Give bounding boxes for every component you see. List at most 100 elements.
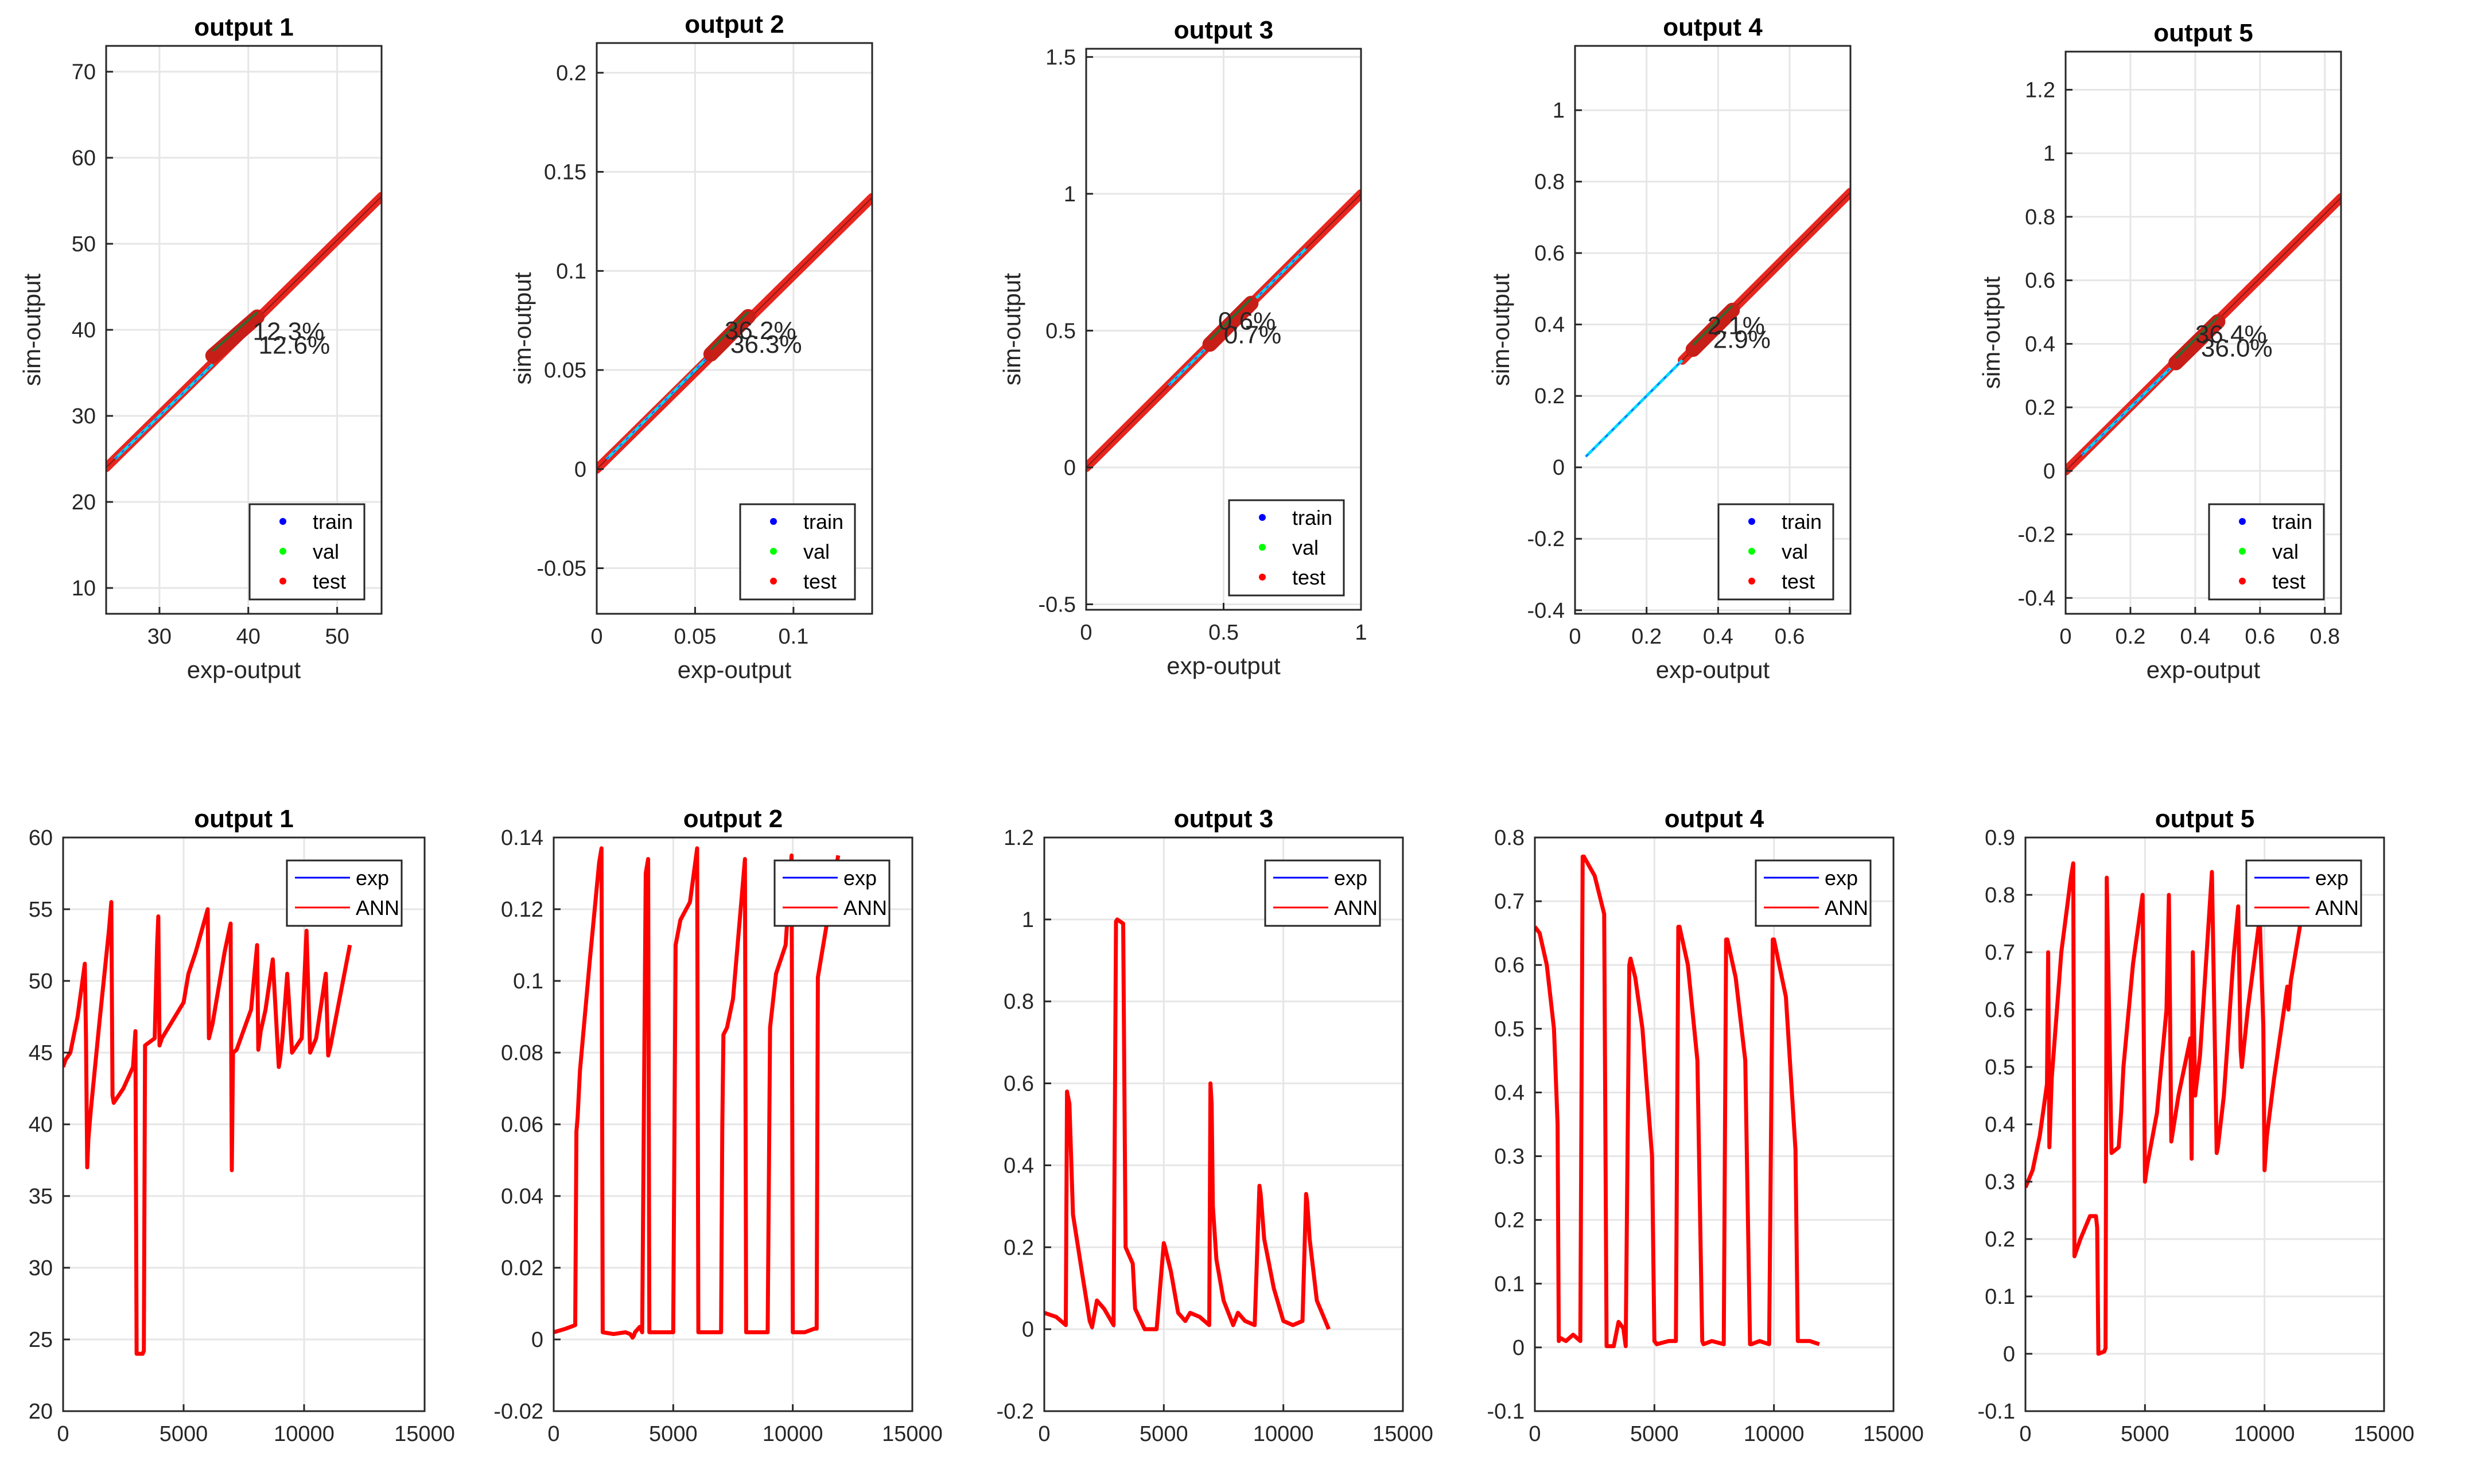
x-tick-label: 15000 bbox=[394, 1422, 455, 1446]
y-axis-label: sim-output bbox=[1487, 274, 1514, 386]
x-tick-label: 15000 bbox=[1372, 1422, 1433, 1446]
y-tick-label: 0.4 bbox=[1004, 1154, 1034, 1178]
chart-title: output 5 bbox=[2155, 805, 2255, 833]
x-tick-label: 10000 bbox=[274, 1422, 335, 1446]
y-tick-label: 0.02 bbox=[501, 1256, 543, 1280]
x-tick-label: 5000 bbox=[649, 1422, 698, 1446]
y-tick-label: 0 bbox=[1553, 456, 1565, 480]
chart-title: output 4 bbox=[1665, 805, 1764, 833]
legend-label: ANN bbox=[1334, 896, 1378, 920]
test-cluster bbox=[1685, 302, 1740, 357]
y-tick-label: 0.6 bbox=[2025, 269, 2055, 293]
legend-box bbox=[1755, 859, 1872, 927]
val-points-line bbox=[2081, 362, 2176, 455]
x-tick-label: 5000 bbox=[1630, 1422, 1679, 1446]
plot-area bbox=[2025, 861, 2312, 1356]
y-tick-label: -0.4 bbox=[2018, 586, 2055, 610]
legend-label: val bbox=[803, 540, 830, 563]
x-tick-label: 1 bbox=[1355, 621, 1367, 645]
y-tick-label: 0 bbox=[1022, 1318, 1034, 1342]
legend: train val test bbox=[248, 503, 365, 601]
error-annotation: 2.9% bbox=[1713, 325, 1771, 353]
plot-area bbox=[2066, 193, 2341, 476]
legend-box bbox=[1264, 859, 1381, 927]
legend-marker-train bbox=[1259, 514, 1266, 521]
chart-10: 0 5000 10000 15000-0.100.10.20.30.40.50.60.… bbox=[1978, 805, 2414, 1446]
x-tick-label: 0 bbox=[2059, 625, 2071, 649]
x-tick-label: 0.2 bbox=[1631, 625, 1662, 649]
train-cluster bbox=[1692, 305, 1733, 346]
chart-title: output 3 bbox=[1174, 805, 1274, 833]
y-tick-label: 0 bbox=[574, 458, 586, 482]
chart-5: 36.4%36.0% 0 0.2 0.4 0.6 0.8 -0.4 -0.2 0 0.2 0.4 0.… bbox=[1978, 19, 2342, 683]
y-tick-label: 30 bbox=[72, 404, 96, 429]
error-annotation: 0.7% bbox=[1224, 321, 1281, 349]
y-tick-label: 0.6 bbox=[1004, 1072, 1034, 1096]
y-axis-label: sim-output bbox=[509, 272, 536, 384]
legend-marker-val bbox=[770, 548, 777, 555]
y-tick-label: -0.4 bbox=[1527, 599, 1565, 623]
y-tick-label: 0.15 bbox=[544, 161, 586, 185]
y-tick-label: 0.3 bbox=[1494, 1145, 1525, 1169]
train-cluster bbox=[1209, 298, 1252, 341]
chart-7: 0 5000 10000 15000-0.0200.020.040.060.080.1… bbox=[493, 805, 942, 1446]
ann-series-line bbox=[1044, 917, 1331, 1331]
x-tick-label: 15000 bbox=[882, 1422, 943, 1446]
chart-title: output 3 bbox=[1174, 16, 1274, 44]
chart-9: 0 5000 10000 15000-0.100.10.20.30.40.50.60.… bbox=[1487, 805, 1924, 1446]
y-tick-label: 0.4 bbox=[1985, 1113, 2015, 1137]
test-cluster bbox=[1202, 295, 1259, 352]
y-tick-label: 55 bbox=[29, 898, 53, 922]
x-tick-label: 0.6 bbox=[2245, 625, 2275, 649]
y-tick-label: 0.4 bbox=[2025, 332, 2055, 356]
chart-4: 2.1%2.9% 0 0.2 0.4 0.6 -0.4 -0.2 0 0.2 0.4 0.6 0.8 1… bbox=[1487, 13, 1852, 683]
legend-label: train bbox=[313, 510, 353, 533]
legend-label: exp bbox=[843, 866, 877, 890]
y-tick-label: 0.05 bbox=[544, 359, 586, 383]
y-tick-label: 0.8 bbox=[1534, 170, 1565, 194]
y-tick-label: 0.1 bbox=[1494, 1272, 1525, 1296]
x-tick-label: 30 bbox=[147, 625, 172, 649]
x-tick-label: 10000 bbox=[1744, 1422, 1805, 1446]
legend-marker-test bbox=[2239, 578, 2246, 585]
y-tick-label: 0.1 bbox=[513, 969, 543, 994]
legend: train val test bbox=[1717, 503, 1834, 601]
x-tick-label: 10000 bbox=[2234, 1422, 2295, 1446]
legend-label: ANN bbox=[843, 896, 887, 920]
y-tick-label: 0.7 bbox=[1494, 890, 1525, 914]
x-tick-label: 0.4 bbox=[1703, 625, 1733, 649]
y-tick-label: 0.2 bbox=[1494, 1209, 1525, 1233]
chart-title: output 2 bbox=[685, 10, 784, 38]
ann-series-line bbox=[1535, 854, 1820, 1349]
y-tick-label: 20 bbox=[29, 1400, 53, 1424]
legend-label: ANN bbox=[1825, 896, 1868, 920]
error-annotation: 12.3% bbox=[252, 318, 324, 346]
legend-label: test bbox=[313, 570, 346, 593]
ann-series-line bbox=[2025, 861, 2312, 1356]
y-tick-label: 1.5 bbox=[1045, 45, 1076, 69]
legend-marker-test bbox=[1748, 578, 1755, 585]
y-tick-label: -0.2 bbox=[2018, 523, 2055, 547]
legend-box bbox=[1228, 499, 1345, 597]
legend-label: test bbox=[1292, 566, 1325, 589]
y-tick-label: 0.2 bbox=[2025, 396, 2055, 420]
x-tick-label: 0.1 bbox=[778, 625, 808, 649]
x-tick-label: 0.8 bbox=[2309, 625, 2340, 649]
chart-2: 36.2%36.3% 0 0.05 0.1 -0.05 0 0.05 0.1 0.15 0.2 ou… bbox=[509, 10, 873, 683]
legend: exp ANN bbox=[1264, 859, 1381, 927]
x-axis-label: exp-output bbox=[2147, 656, 2261, 683]
legend: train val test bbox=[2208, 503, 2325, 601]
error-annotation: 12.6% bbox=[258, 332, 330, 360]
y-tick-label: 0.14 bbox=[501, 826, 543, 850]
legend-label: exp bbox=[356, 866, 389, 890]
y-tick-label: 0.2 bbox=[1534, 384, 1565, 408]
y-tick-label: 35 bbox=[29, 1185, 53, 1209]
y-tick-label: 0 bbox=[1064, 456, 1076, 480]
y-tick-label: 0.2 bbox=[1004, 1236, 1034, 1260]
x-tick-label: 0.2 bbox=[2116, 625, 2146, 649]
legend-label: test bbox=[1782, 570, 1815, 593]
y-tick-label: 60 bbox=[72, 146, 96, 170]
x-axis-label: exp-output bbox=[1656, 656, 1770, 683]
y-tick-label: -0.1 bbox=[1487, 1400, 1525, 1424]
